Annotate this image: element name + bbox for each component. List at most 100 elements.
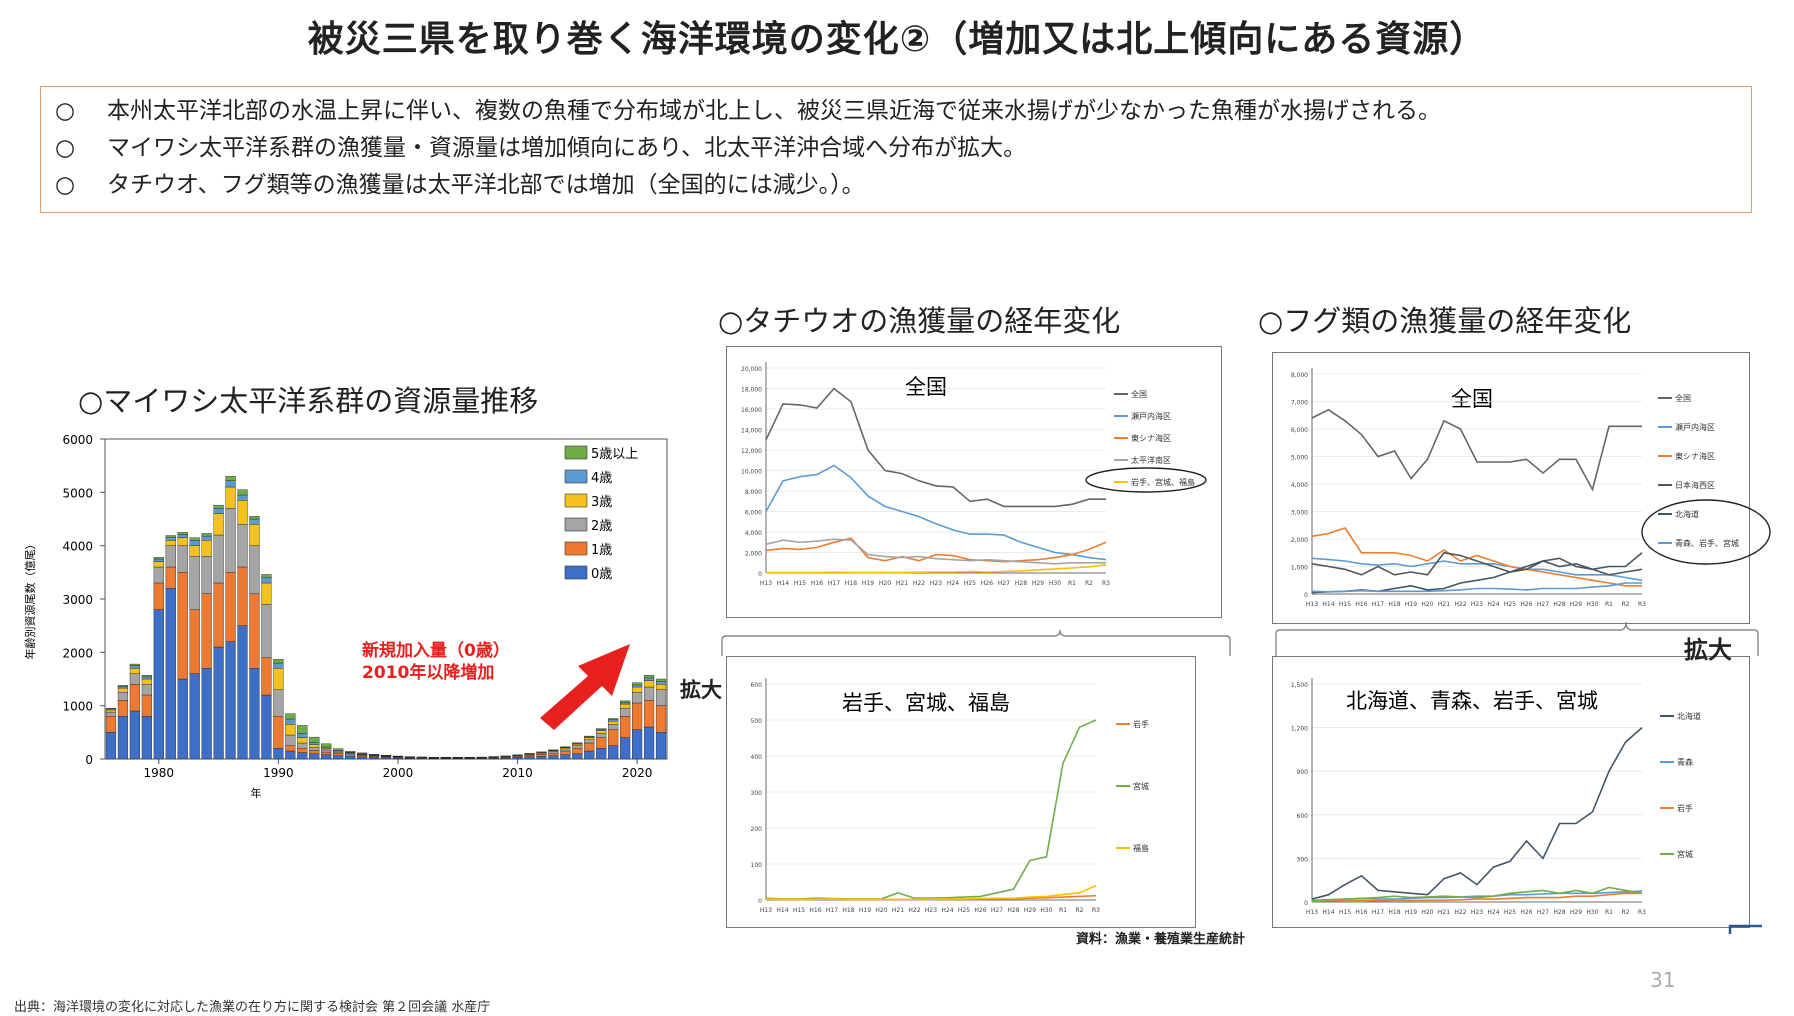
bar-segment — [655, 705, 667, 733]
bar-segment — [309, 742, 320, 745]
y-tick-label: 8,000 — [745, 489, 762, 496]
bar-segment — [655, 678, 667, 682]
bar-segment — [225, 572, 236, 642]
bar-segment — [321, 746, 332, 749]
bar-segment — [572, 743, 583, 746]
x-tick-label: H16 — [809, 907, 821, 914]
bar-segment — [309, 736, 320, 743]
legend-label: 4歳 — [591, 471, 612, 486]
x-tick-label: H30 — [1586, 909, 1598, 916]
series-line — [1311, 527, 1642, 587]
x-tick-label: H14 — [1322, 601, 1334, 608]
bar-segment — [129, 665, 140, 669]
page-title: 被災三県を取り巻く海洋環境の変化②（増加又は北上傾向にある資源） — [307, 19, 1487, 60]
legend-label: 日本海西区 — [1675, 480, 1715, 490]
x-tick-label: H18 — [845, 580, 857, 587]
bar-segment — [524, 756, 535, 760]
bar-segment — [117, 687, 129, 693]
bar-segment — [141, 678, 152, 685]
y-tick-label: 0 — [85, 753, 93, 767]
bar-segment — [273, 689, 284, 717]
legend-label: 瀬戸内海区 — [1131, 411, 1171, 421]
footer-source: 出典：海洋環境の変化に対応した漁業の在り方に関する検討会 第２回会議 水産庁 — [14, 1000, 491, 1015]
bar-segment — [237, 625, 248, 760]
series-line — [1311, 892, 1642, 903]
legend-label: 北海道 — [1675, 509, 1699, 519]
legend-swatch — [564, 517, 588, 532]
x-tick-label: R3 — [1638, 909, 1646, 916]
bar-segment — [105, 716, 117, 733]
bar-segment — [655, 732, 667, 760]
y-tick-label: 2000 — [62, 646, 93, 660]
bar-segment — [165, 588, 176, 760]
bar-segment — [536, 756, 547, 760]
series-line — [765, 719, 1097, 900]
series-line — [1311, 551, 1643, 576]
section-title-sardine: ○マイワシ太平洋系群の資源量推移 — [78, 384, 539, 418]
bar-segment — [117, 716, 129, 760]
x-tick-label: H20 — [1421, 601, 1433, 608]
y-axis-label: 年齢別資源尾数（億尾） — [23, 539, 37, 660]
bar-segment — [165, 540, 176, 546]
x-tick-label: 2020 — [622, 766, 653, 780]
annotation-line1: 新規加入量（0歳） — [362, 641, 510, 661]
x-tick-label: H30 — [1586, 601, 1598, 608]
legend-label: 北海道 — [1677, 711, 1701, 721]
bar-segment — [177, 678, 188, 760]
bar-segment — [572, 745, 583, 749]
bullet-item: ○ タチウオ、フグ類等の漁獲量は太平洋北部では増加（全国的には減少。）。 — [55, 167, 1737, 204]
chart-title: 全国 — [1451, 387, 1493, 411]
bullet-mark: ○ — [55, 172, 76, 198]
bar-segment — [165, 566, 176, 589]
bar-segment — [368, 757, 380, 760]
bar-segment — [643, 700, 655, 728]
legend-label: 岩手 — [1677, 803, 1693, 813]
bar-segment — [285, 713, 296, 720]
y-tick-label: 7,000 — [1291, 400, 1308, 407]
bar-segment — [201, 540, 212, 557]
x-tick-label: H14 — [776, 907, 788, 914]
bar-segment — [153, 558, 164, 562]
x-tick-label: H15 — [794, 580, 806, 587]
y-tick-label: 10,000 — [741, 469, 762, 476]
bar-segment — [620, 700, 631, 703]
x-tick-label: H27 — [998, 580, 1010, 587]
bullet-mark: ○ — [55, 98, 76, 124]
bar-segment — [261, 694, 272, 760]
x-tick-label: H29 — [1570, 909, 1582, 916]
x-tick-label: R1 — [1605, 909, 1613, 916]
x-tick-label: H24 — [1487, 601, 1499, 608]
bar-segment — [273, 659, 284, 664]
increase-arrow — [540, 644, 630, 730]
x-tick-label: H18 — [1388, 909, 1400, 916]
x-tick-label: H18 — [1388, 601, 1400, 608]
x-tick-label: H19 — [859, 907, 871, 914]
y-tick-label: 300 — [751, 790, 763, 797]
series-line — [766, 564, 1107, 574]
x-tick-label: H16 — [811, 580, 823, 587]
puffer-north-chart: 北海道、青森、岩手、宮城 0 300 600 900 1,200 1,500 H13 H14 H1… — [1291, 678, 1701, 916]
bar-segment — [333, 751, 344, 754]
bar-segment — [655, 681, 667, 685]
bar-segment — [643, 680, 655, 688]
x-tick-label: 1980 — [144, 766, 175, 780]
bar-segment — [548, 751, 559, 754]
x-tick-label: H29 — [1570, 601, 1582, 608]
x-tick-label: H19 — [1405, 909, 1417, 916]
bar-segment — [285, 724, 296, 736]
x-tick-label: H24 — [941, 907, 953, 914]
bar-segment — [153, 582, 164, 610]
y-tick-label: 18,000 — [741, 387, 762, 394]
bar-segment — [297, 742, 308, 749]
bar-segment — [285, 750, 296, 760]
bar-segment — [333, 753, 344, 756]
legend-label: 岩手、宮城、福島 — [1131, 477, 1195, 487]
y-tick-label: 3000 — [62, 593, 93, 607]
x-tick-label: R2 — [1622, 909, 1630, 916]
bar-segment — [261, 582, 272, 605]
x-tick-label: R3 — [1092, 907, 1100, 914]
bar-segment — [584, 750, 595, 760]
section-title-cutlass: ○タチウオの漁獲量の経年変化 — [718, 304, 1121, 338]
y-tick-label: 2,000 — [745, 551, 762, 558]
legend-label: 岩手 — [1133, 719, 1149, 729]
